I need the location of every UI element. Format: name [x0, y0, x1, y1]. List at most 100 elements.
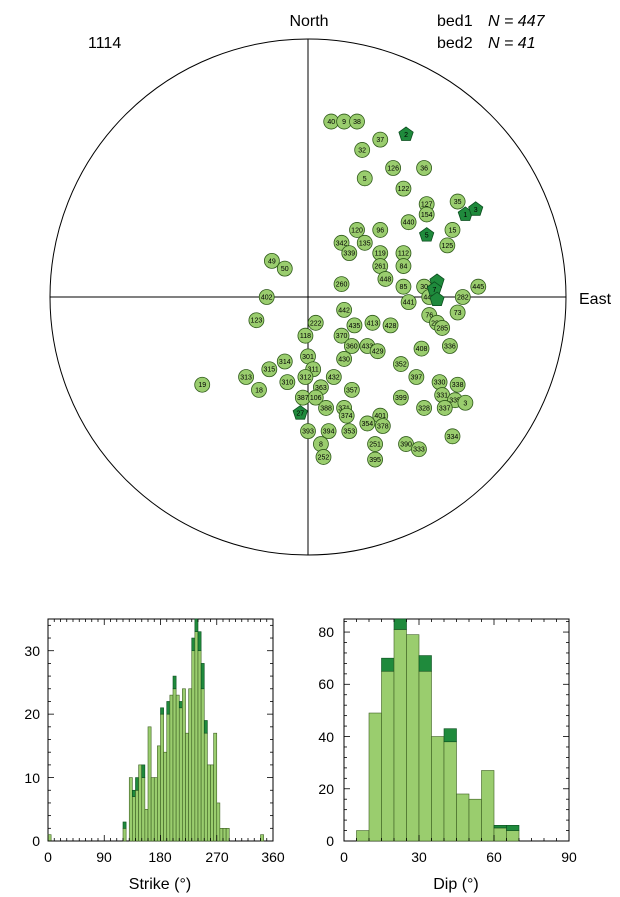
pole-label: 37 — [376, 137, 384, 144]
bed1-bar — [153, 777, 158, 842]
bed2-bar — [135, 777, 139, 791]
bed1-bar — [128, 777, 133, 842]
bed2-bar — [393, 618, 407, 630]
pole-label: 354 — [361, 421, 373, 428]
pole-label: 18 — [255, 387, 263, 394]
bed1-pole — [457, 394, 474, 411]
bed1-bar — [368, 712, 382, 842]
bed1-bar — [178, 707, 183, 842]
bed1-bar — [260, 834, 264, 842]
pole-label: 445 — [472, 284, 484, 291]
pole-label: 429 — [372, 349, 384, 356]
pole-label: 432 — [328, 374, 340, 381]
bed1-pole — [395, 278, 412, 295]
bed1-bar — [197, 650, 202, 842]
bed1-pole — [320, 423, 337, 440]
pole-label: 85 — [400, 284, 408, 291]
strike-ytick-0: 0 — [32, 833, 40, 849]
bed2-bar — [443, 728, 457, 743]
bed1-pole — [336, 301, 353, 318]
pole-label: 9 — [342, 119, 346, 126]
pole-label: 353 — [343, 429, 355, 436]
bed1-pole — [307, 389, 324, 406]
bed1-pole — [372, 131, 389, 148]
bed1-bar — [175, 694, 180, 842]
pole-label: 222 — [310, 320, 322, 327]
bed2-bar — [141, 764, 146, 778]
bed1-pole — [276, 353, 293, 370]
bed1-bar — [150, 777, 155, 842]
bed1-pole — [372, 222, 389, 238]
pole-label: 337 — [439, 405, 451, 412]
dip-ticks — [343, 619, 570, 842]
pole-label: 76 — [425, 313, 433, 320]
bed1-pole — [341, 423, 358, 440]
dip-ytick-0: 0 — [326, 833, 334, 849]
pole-label: 342 — [336, 240, 348, 247]
bed1-bar — [135, 789, 139, 842]
bed2-bar — [197, 631, 202, 652]
bed1-bar — [418, 670, 432, 842]
dip-xtick-0: 0 — [340, 849, 348, 865]
pole-label: 3 — [463, 400, 467, 407]
pole-label: 402 — [261, 295, 273, 302]
pole-label: 430 — [338, 356, 350, 363]
strike-ytick-30: 30 — [24, 643, 40, 659]
pole-label: 399 — [395, 395, 407, 402]
east-label: East — [579, 291, 612, 308]
pole-label: 19 — [198, 382, 206, 389]
bed1-pole — [367, 436, 383, 452]
bed1-bar — [200, 688, 205, 842]
bed1-pole — [349, 222, 365, 238]
bed1-bar — [172, 688, 177, 842]
pole-label: 401 — [374, 413, 386, 420]
bed1-pole — [354, 142, 371, 158]
bed2-bar — [381, 657, 395, 672]
legend-bed2-name: bed2 — [437, 35, 473, 52]
bed1-pole — [261, 361, 278, 378]
bed1-pole — [333, 276, 350, 293]
bed2-bar — [172, 675, 177, 690]
pole-label: 328 — [418, 405, 430, 412]
pole-label: 393 — [302, 429, 314, 436]
pole-label: 50 — [281, 266, 289, 273]
dip-xlabel: Dip (°) — [433, 876, 479, 893]
bed1-pole — [276, 260, 293, 277]
pole-label: 261 — [374, 264, 386, 271]
pole-label: 106 — [310, 395, 322, 402]
bed1-bar — [225, 828, 230, 842]
pole-label: 378 — [377, 424, 389, 431]
bed1-bar — [182, 688, 186, 842]
pole-label: 442 — [338, 307, 350, 314]
pole-label: 252 — [318, 454, 330, 461]
bed1-bar — [506, 830, 520, 842]
bed2-bar — [194, 618, 199, 632]
pole-label: 397 — [411, 374, 423, 381]
bed2-pole — [398, 126, 414, 141]
strike-xlabel: Strike (°) — [129, 876, 191, 893]
bed1-pole — [470, 278, 487, 295]
legend-bed1-count: N = 447 — [488, 13, 546, 30]
bed1-bar — [210, 764, 214, 842]
bed1-pole — [411, 441, 427, 458]
pole-label: 336 — [444, 344, 456, 351]
pole-label: 27 — [296, 411, 304, 418]
bed1-bar — [468, 798, 482, 842]
bed1-pole — [300, 423, 316, 440]
bed2-pole — [419, 227, 435, 242]
bed1-pole — [377, 271, 394, 287]
bed1-pole — [395, 258, 412, 274]
pole-label: 413 — [367, 320, 379, 327]
bed1-bar — [191, 650, 196, 842]
pole-label: 408 — [416, 346, 428, 353]
bed1-pole — [449, 376, 466, 393]
bed2-bar — [178, 701, 183, 709]
pole-label: 5 — [363, 176, 367, 183]
strike-xtick-0: 0 — [44, 849, 52, 865]
pole-label: 118 — [300, 333, 311, 340]
bed1-pole — [392, 356, 409, 372]
bed1-pole — [343, 338, 360, 354]
bed1-pole — [258, 289, 275, 305]
bed1-pole — [413, 340, 430, 357]
